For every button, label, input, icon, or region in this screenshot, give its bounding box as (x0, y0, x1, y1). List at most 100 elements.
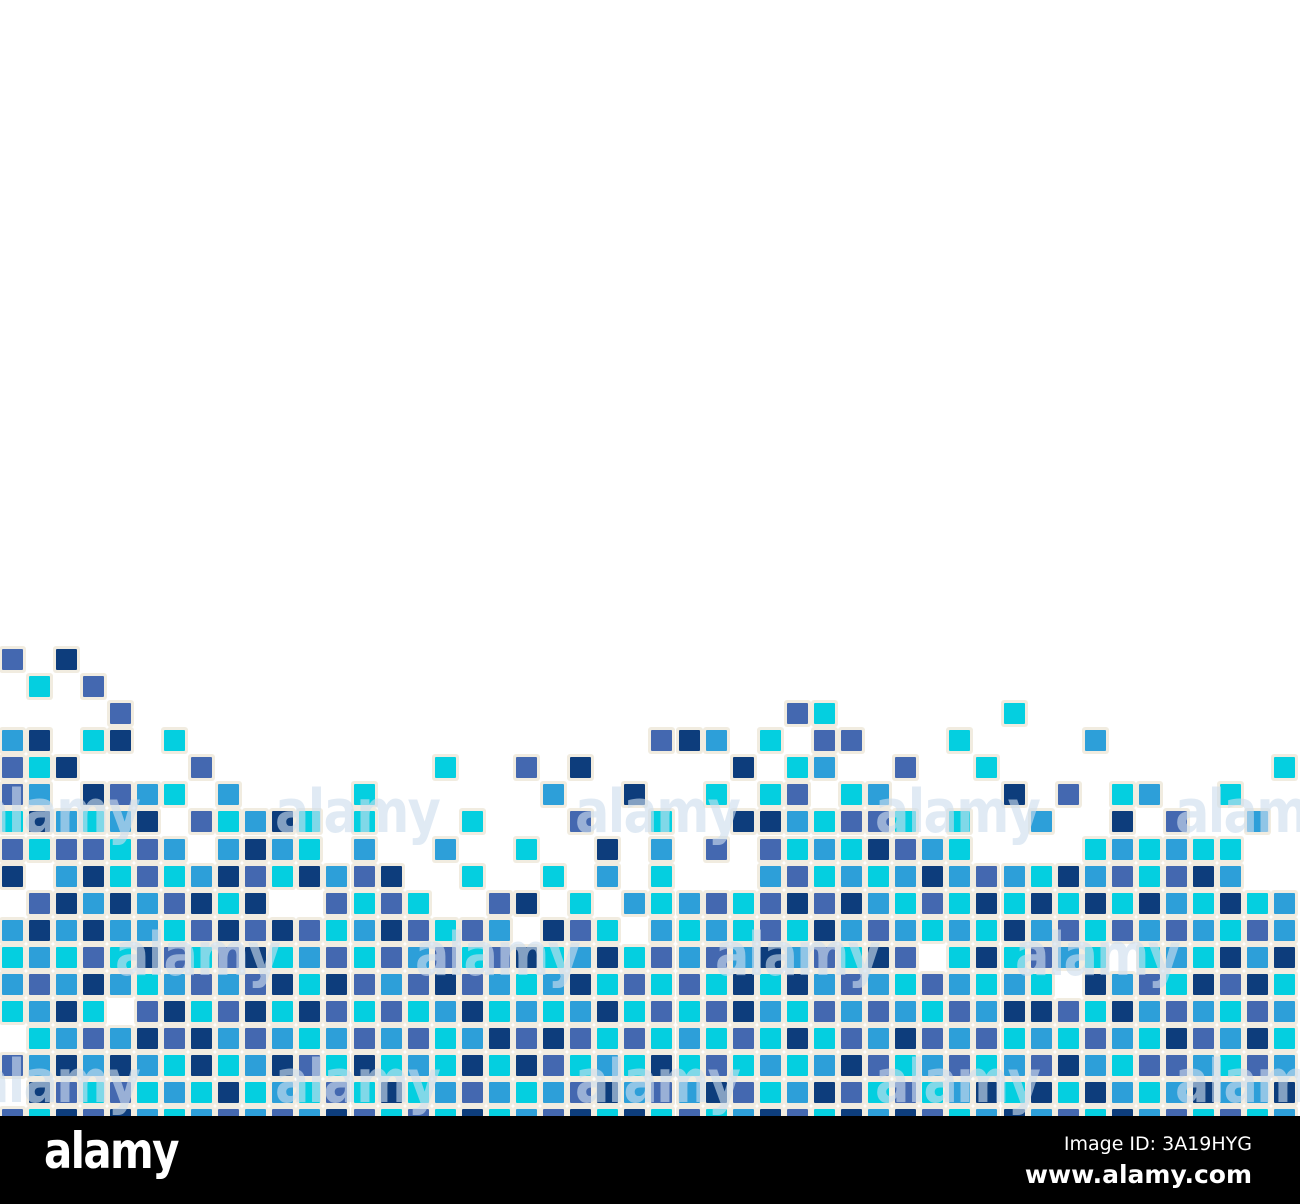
mosaic-tile (461, 865, 483, 887)
mosaic-tile (28, 757, 50, 779)
mosaic-tile (570, 946, 592, 968)
mosaic-tile (245, 946, 267, 968)
mosaic-tile (299, 919, 321, 941)
mosaic-tile (1030, 892, 1052, 914)
mosaic-tile (1220, 1082, 1242, 1104)
mosaic-tile (543, 784, 565, 806)
mosaic-tile (786, 1001, 808, 1023)
mosaic-tile (218, 784, 240, 806)
mosaic-tile (1003, 784, 1025, 806)
mosaic-tile (570, 1028, 592, 1050)
mosaic-tile (461, 1082, 483, 1104)
mosaic-tile (434, 919, 456, 941)
mosaic-tile (976, 1001, 998, 1023)
mosaic-tile (407, 919, 429, 941)
mosaic-tile (1193, 865, 1215, 887)
mosaic-tile (1247, 892, 1269, 914)
mosaic-tile (624, 892, 646, 914)
mosaic-tile (299, 946, 321, 968)
mosaic-tile (949, 811, 971, 833)
mosaic-tile (597, 1082, 619, 1104)
mosaic-tile (55, 1055, 77, 1077)
mosaic-tile (786, 946, 808, 968)
mosaic-tile (109, 1055, 131, 1077)
mosaic-tile (326, 1082, 348, 1104)
mosaic-tile (55, 838, 77, 860)
mosaic-tile (1166, 1055, 1188, 1077)
mosaic-tile (705, 1028, 727, 1050)
mosaic-tile (1274, 892, 1296, 914)
mosaic-tile (624, 1055, 646, 1077)
mosaic-tile (82, 1001, 104, 1023)
mosaic-tile (705, 784, 727, 806)
mosaic-tile (1220, 865, 1242, 887)
mosaic-tile (1057, 1001, 1079, 1023)
mosaic-tile (1111, 1001, 1133, 1023)
mosaic-tile (163, 730, 185, 752)
mosaic-tile (1111, 892, 1133, 914)
mosaic-tile (570, 1055, 592, 1077)
mosaic-tile (868, 919, 890, 941)
mosaic-tile (272, 838, 294, 860)
mosaic-tile (191, 1001, 213, 1023)
mosaic-tile (786, 784, 808, 806)
mosaic-tile (786, 811, 808, 833)
mosaic-tile (841, 946, 863, 968)
mosaic-tile (1084, 1082, 1106, 1104)
mosaic-tile (597, 946, 619, 968)
mosaic-tile (705, 919, 727, 941)
mosaic-tile (461, 811, 483, 833)
mosaic-tile (434, 757, 456, 779)
mosaic-tile (1166, 865, 1188, 887)
mosaic-tile (949, 1028, 971, 1050)
mosaic-tile (516, 946, 538, 968)
mosaic-tile (109, 1082, 131, 1104)
mosaic-tile (651, 1082, 673, 1104)
mosaic-tile (136, 811, 158, 833)
mosaic-tile (786, 865, 808, 887)
mosaic-tile (1003, 1055, 1025, 1077)
mosaic-tile (570, 1082, 592, 1104)
mosaic-tile (1166, 973, 1188, 995)
mosaic-tile (136, 973, 158, 995)
mosaic-tile (1138, 919, 1160, 941)
mosaic-tile (678, 1082, 700, 1104)
mosaic-tile (732, 757, 754, 779)
mosaic-tile (353, 1082, 375, 1104)
mosaic-tile (1193, 892, 1215, 914)
mosaic-tile (1057, 1082, 1079, 1104)
mosaic-tile (922, 1082, 944, 1104)
mosaic-tile (1138, 946, 1160, 968)
mosaic-tile (109, 730, 131, 752)
mosaic-tile (868, 1082, 890, 1104)
mosaic-tile (55, 946, 77, 968)
mosaic-tile (82, 811, 104, 833)
mosaic-tile (732, 811, 754, 833)
mosaic-tile (326, 1001, 348, 1023)
mosaic-tile (1193, 1028, 1215, 1050)
mosaic-tile (786, 1028, 808, 1050)
mosaic-tile (272, 1001, 294, 1023)
mosaic-tile (949, 919, 971, 941)
mosaic-tile (136, 892, 158, 914)
mosaic-tile (597, 1055, 619, 1077)
mosaic-tile (895, 757, 917, 779)
mosaic-tile (380, 973, 402, 995)
mosaic-tile (868, 973, 890, 995)
mosaic-tile (813, 919, 835, 941)
mosaic-tile (678, 946, 700, 968)
mosaic-tile (759, 1055, 781, 1077)
mosaic-tile (705, 1001, 727, 1023)
mosaic-tile (841, 973, 863, 995)
mosaic-tile (245, 892, 267, 914)
mosaic-tile (732, 919, 754, 941)
mosaic-tile (1084, 946, 1106, 968)
mosaic-tile (1057, 946, 1079, 968)
mosaic-tile (191, 919, 213, 941)
mosaic-tile (1166, 838, 1188, 860)
mosaic-tile (272, 865, 294, 887)
mosaic-tile (786, 757, 808, 779)
mosaic-tile (895, 919, 917, 941)
mosaic-tile (136, 1001, 158, 1023)
mosaic-tile (570, 811, 592, 833)
